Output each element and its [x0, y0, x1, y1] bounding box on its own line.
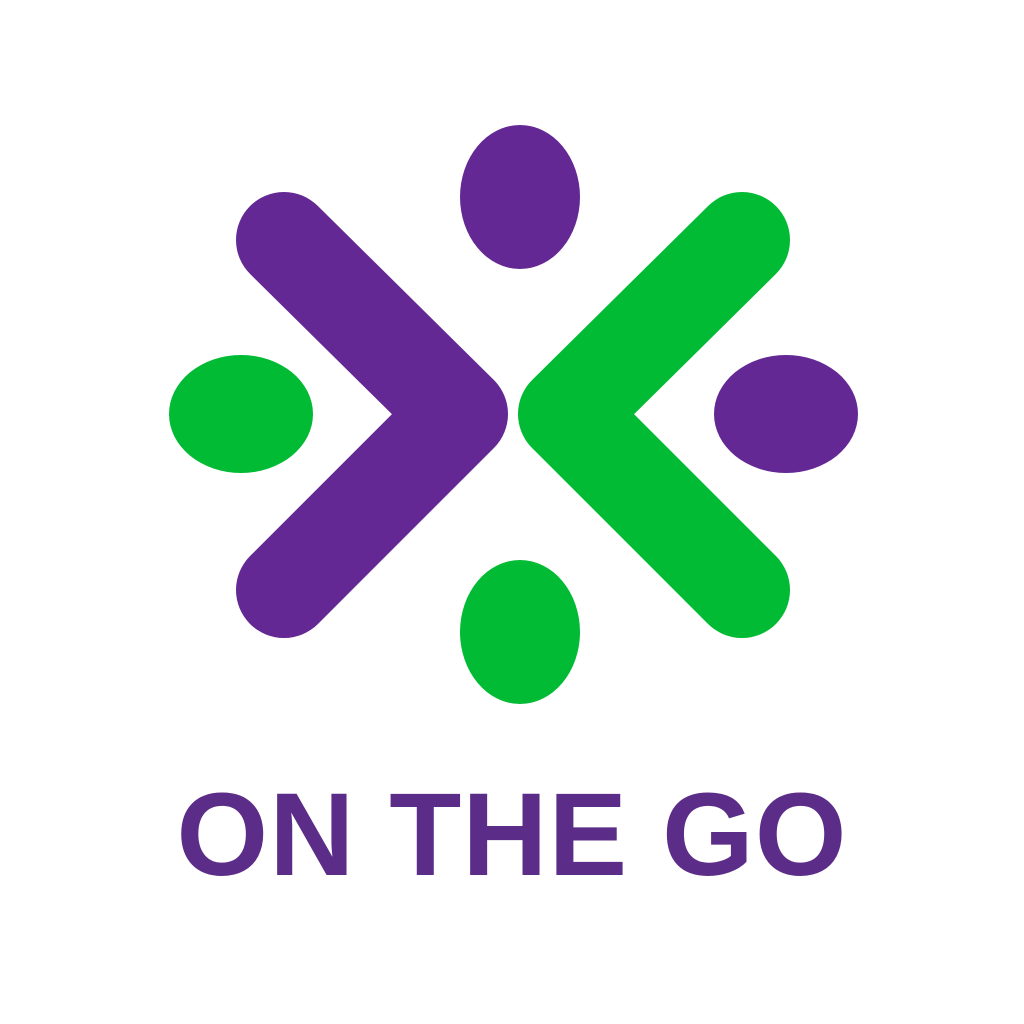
brand-wordmark: ON THE GO	[176, 769, 848, 901]
right-head-dot	[714, 355, 858, 473]
left-head-dot	[169, 355, 313, 473]
bottom-head-dot	[460, 560, 580, 704]
left-chevron-arm	[236, 192, 508, 638]
top-head-dot	[460, 125, 580, 269]
right-chevron-arm	[518, 192, 790, 638]
